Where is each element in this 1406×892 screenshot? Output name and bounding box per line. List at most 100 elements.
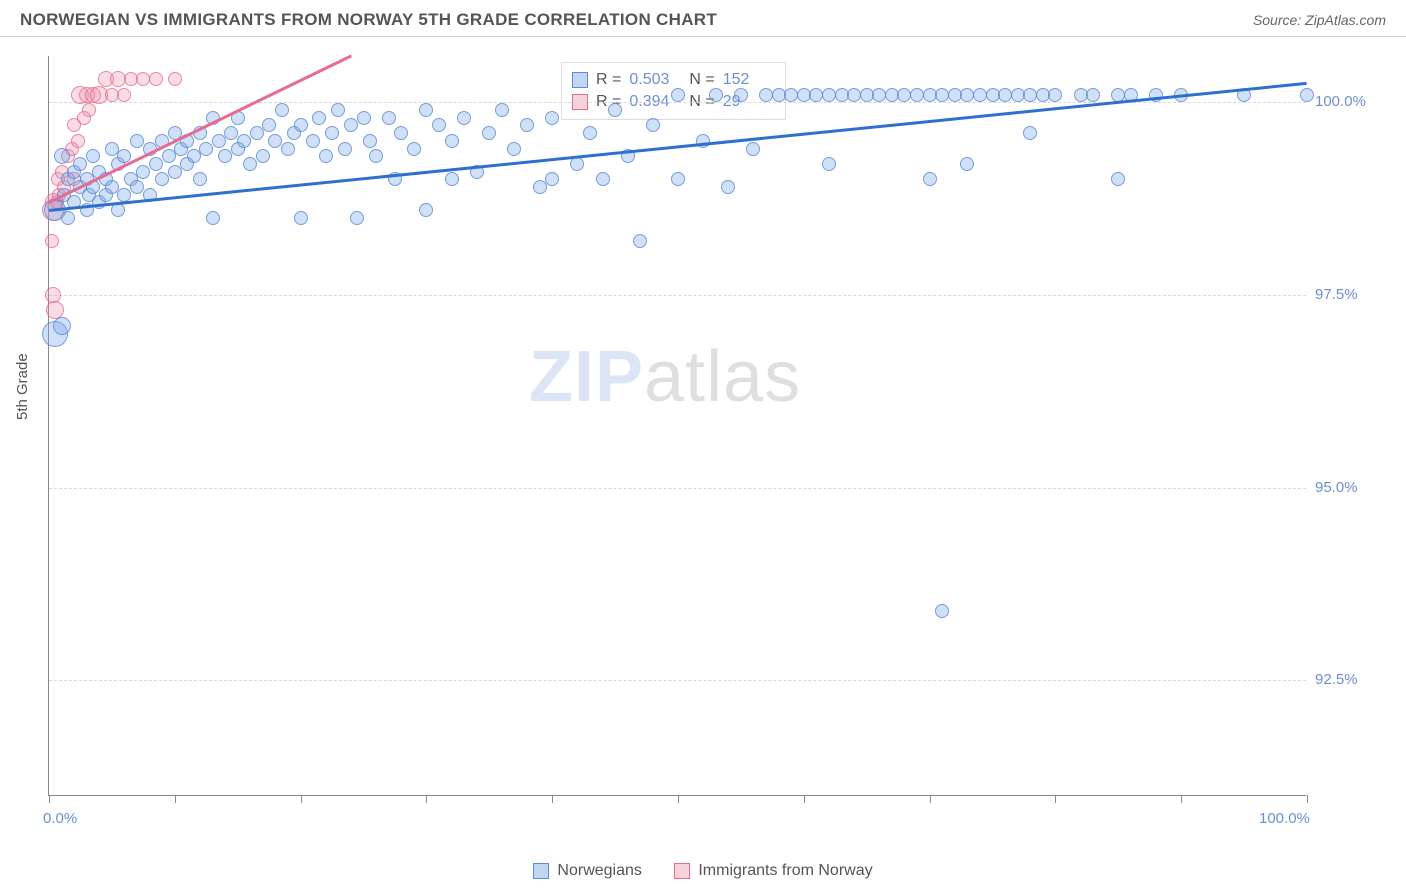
scatter-point-blue [281,142,295,156]
y-tick-label: 97.5% [1315,286,1358,303]
scatter-point-blue [344,118,358,132]
x-tick-mark [678,795,679,803]
source-label: Source: [1253,12,1301,28]
x-tick-mark [1307,795,1308,803]
x-tick-mark [1055,795,1056,803]
x-tick-mark [1181,795,1182,803]
scatter-point-blue [262,118,276,132]
x-tick-label-max: 100.0% [1259,810,1310,827]
scatter-point-blue [206,211,220,225]
x-tick-mark [426,795,427,803]
swatch-pink-icon [674,863,690,879]
scatter-point-blue [394,126,408,140]
scatter-point-blue [432,118,446,132]
scatter-point-blue [822,157,836,171]
scatter-point-blue [350,211,364,225]
gridline [49,680,1306,681]
scatter-point-blue [709,88,723,102]
x-tick-mark [930,795,931,803]
scatter-point-blue [149,157,163,171]
legend-item-pink: Immigrants from Norway [674,862,872,880]
scatter-point-blue [136,165,150,179]
scatter-point-blue [1048,88,1062,102]
scatter-point-blue [218,149,232,163]
scatter-point-pink [45,234,59,248]
scatter-point-blue [646,118,660,132]
gridline [49,488,1306,489]
scatter-point-pink [117,88,131,102]
r-label: R = [596,71,621,89]
scatter-point-blue [331,103,345,117]
scatter-point-blue [596,172,610,186]
scatter-point-blue [53,317,71,335]
scatter-point-blue [54,148,70,164]
scatter-point-blue [445,172,459,186]
scatter-point-blue [312,111,326,125]
swatch-blue-icon [572,72,588,88]
scatter-point-blue [721,180,735,194]
scatter-point-blue [495,103,509,117]
chart-area: ZIPatlas R = 0.503 N = 152 R = 0.394 N =… [48,56,1358,796]
scatter-point-blue [1300,88,1314,102]
scatter-point-pink [149,72,163,86]
x-tick-mark [804,795,805,803]
scatter-point-blue [445,134,459,148]
x-tick-label-min: 0.0% [43,810,77,827]
scatter-point-blue [1086,88,1100,102]
scatter-point-blue [520,118,534,132]
scatter-point-blue [212,134,226,148]
scatter-point-blue [155,172,169,186]
scatter-point-blue [923,172,937,186]
scatter-point-blue [545,172,559,186]
swatch-blue-icon [533,863,549,879]
scatter-point-blue [250,126,264,140]
legend-label-blue: Norwegians [557,862,641,880]
chart-header: NORWEGIAN VS IMMIGRANTS FROM NORWAY 5TH … [0,0,1406,37]
scatter-point-blue [533,180,547,194]
scatter-point-blue [294,211,308,225]
scatter-point-blue [419,103,433,117]
watermark: ZIPatlas [529,336,801,418]
scatter-point-blue [86,149,100,163]
scatter-point-blue [193,172,207,186]
scatter-point-blue [294,118,308,132]
x-tick-mark [301,795,302,803]
x-tick-mark [175,795,176,803]
scatter-point-blue [633,234,647,248]
scatter-point-pink [71,134,85,148]
scatter-point-blue [243,157,257,171]
scatter-point-blue [746,142,760,156]
scatter-point-blue [671,172,685,186]
watermark-atlas: atlas [644,337,801,417]
r-value-blue: 0.503 [629,71,681,89]
scatter-point-blue [1111,172,1125,186]
chart-title: NORWEGIAN VS IMMIGRANTS FROM NORWAY 5TH … [20,10,717,30]
legend-label-pink: Immigrants from Norway [698,862,872,880]
scatter-point-blue [187,149,201,163]
y-tick-label: 92.5% [1315,671,1358,688]
scatter-point-blue [306,134,320,148]
x-tick-mark [49,795,50,803]
scatter-point-blue [369,149,383,163]
scatter-point-blue [935,604,949,618]
scatter-point-blue [608,103,622,117]
scatter-point-blue [734,88,748,102]
scatter-point-blue [319,149,333,163]
y-axis-title: 5th Grade [14,353,31,420]
scatter-point-blue [507,142,521,156]
scatter-point-blue [275,103,289,117]
scatter-point-blue [237,134,251,148]
scatter-point-blue [671,88,685,102]
source-value: ZipAtlas.com [1305,12,1386,28]
scatter-point-blue [61,211,75,225]
legend-bottom: Norwegians Immigrants from Norway [0,862,1406,884]
scatter-point-blue [407,142,421,156]
scatter-point-blue [357,111,371,125]
scatter-point-blue [482,126,496,140]
scatter-point-blue [338,142,352,156]
y-tick-label: 95.0% [1315,479,1358,496]
scatter-point-blue [1023,126,1037,140]
source-attribution: Source: ZipAtlas.com [1253,12,1386,28]
scatter-point-blue [168,165,182,179]
watermark-zip: ZIP [529,337,644,417]
